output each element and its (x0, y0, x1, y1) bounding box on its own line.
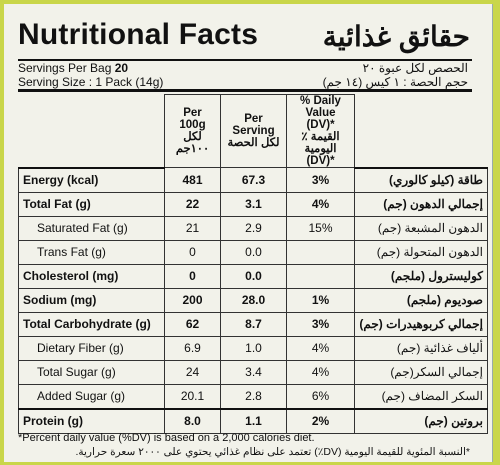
per-100g-value: 6.9 (164, 335, 221, 361)
per-serving-value: 1.0 (220, 335, 287, 361)
table-row: Protein (g) 8.0 1.1 2% بروتين (جم) (18, 408, 488, 434)
header-blank-left (18, 94, 165, 169)
per-serving-value: 2.9 (220, 215, 287, 241)
per-serving-value: 3.1 (220, 191, 287, 217)
per-serving-value: 3.4 (220, 359, 287, 385)
table-row: Dietary Fiber (g) 6.9 1.0 4% ألياف غذائية (ج… (18, 335, 488, 361)
nutrient-name-arabic: إجمالي الدهون (جم) (354, 191, 488, 217)
nutrient-name-arabic: الدهون المتحولة (جم) (354, 239, 488, 265)
nutrient-name-arabic: طاقة (كيلو كالوري) (354, 167, 488, 193)
table-row: Trans Fat (g) 0 0.0 الدهون المتحولة (جم) (18, 239, 488, 265)
table-row: Total Fat (g) 22 3.1 4% إجمالي الدهون (جم) (18, 191, 488, 217)
title-english: Nutritional Facts (18, 18, 259, 51)
divider (18, 59, 472, 61)
nutrition-table: Per 100g لكل ١٠٠جم Per Serving لكل الحصة… (18, 94, 488, 434)
column-header-per-serving: Per Serving لكل الحصة (220, 94, 287, 168)
table-row: Sodium (mg) 200 28.0 1% صوديوم (ملجم) (18, 287, 488, 313)
footnote-english: *Percent daily value (%DV) is based on a… (18, 432, 315, 444)
nutrient-name: Energy (kcal) (18, 167, 165, 193)
table-row: Saturated Fat (g) 21 2.9 15% الدهون المشبعة … (18, 215, 488, 241)
daily-value-percent: 4% (286, 191, 355, 217)
per-100g-value: 62 (164, 311, 221, 337)
per-100g-value: 481 (164, 167, 221, 193)
nutrient-name: Total Carbohydrate (g) (18, 311, 165, 337)
servings-per-bag: Servings Per Bag 20 (18, 61, 128, 75)
nutrient-name: Added Sugar (g) (18, 383, 165, 410)
per-100g-value: 0 (164, 263, 221, 289)
nutrient-name: Cholesterol (mg) (18, 263, 165, 289)
nutrient-name-arabic: كوليسترول (ملجم) (354, 263, 488, 289)
per-100g-value: 21 (164, 215, 221, 241)
per-100g-value: 24 (164, 359, 221, 385)
servings-label: Servings Per Bag (18, 61, 112, 75)
daily-value-percent: 4% (286, 335, 355, 361)
nutrient-name: Total Sugar (g) (18, 359, 165, 385)
daily-value-percent: 3% (286, 167, 355, 193)
table-row: Added Sugar (g) 20.1 2.8 6% السكر المضاف (جم… (18, 383, 488, 410)
per-serving-value: 67.3 (220, 167, 287, 193)
table-row: Cholesterol (mg) 0 0.0 كوليسترول (ملجم) (18, 263, 488, 289)
table-row: Total Carbohydrate (g) 62 8.7 3% إجمالي كربو… (18, 311, 488, 337)
column-header-per-100g: Per 100g لكل ١٠٠جم (164, 94, 221, 168)
nutrient-name: Dietary Fiber (g) (18, 335, 165, 361)
serving-size-arabic: حجم الحصة : ١ كيس (١٤ جم) (322, 75, 468, 89)
column-label-arabic: لكل الحصة (227, 137, 280, 149)
column-label-arabic: لكل ١٠٠جم (175, 131, 210, 155)
column-label: Per 100g (179, 107, 206, 131)
column-header-daily-value: % Daily Value (DV)* ٪ القيمة اليومية (DV… (286, 94, 355, 168)
per-100g-value: 200 (164, 287, 221, 313)
column-label: Per Serving (232, 113, 275, 137)
daily-value-percent: 3% (286, 311, 355, 337)
nutrient-name-arabic: إجمالي كربوهيدرات (جم) (354, 311, 488, 337)
column-label: % Daily Value (DV)* (300, 95, 341, 131)
per-serving-value: 2.8 (220, 383, 287, 410)
daily-value-percent: 2% (286, 408, 355, 434)
per-100g-value: 8.0 (164, 408, 221, 434)
nutrient-name-arabic: بروتين (جم) (354, 408, 488, 434)
daily-value-percent: 15% (286, 215, 355, 241)
header-blank-right (354, 94, 488, 169)
per-serving-value: 0.0 (220, 263, 287, 289)
nutrient-name-arabic: ألياف غذائية (جم) (354, 335, 488, 361)
per-serving-value: 8.7 (220, 311, 287, 337)
per-serving-value: 1.1 (220, 408, 287, 434)
nutrition-label: Nutritional Facts حقائق غذائية Servings … (4, 4, 493, 462)
nutrient-name: Trans Fat (g) (18, 239, 165, 265)
nutrient-name: Sodium (mg) (18, 287, 165, 313)
daily-value-percent (286, 263, 355, 289)
divider-thick (18, 89, 472, 92)
nutrient-name-arabic: الدهون المشبعة (جم) (354, 215, 488, 241)
nutrient-name-arabic: إجمالي السكر(جم) (354, 359, 488, 385)
per-serving-value: 28.0 (220, 287, 287, 313)
daily-value-percent: 4% (286, 359, 355, 385)
nutrient-name: Protein (g) (18, 408, 165, 434)
daily-value-percent (286, 239, 355, 265)
nutrient-name: Total Fat (g) (18, 191, 165, 217)
per-100g-value: 20.1 (164, 383, 221, 410)
footnote-arabic: *النسبة المئوية للقيمة اليومية (DV٪) تعت… (75, 446, 470, 458)
daily-value-percent: 1% (286, 287, 355, 313)
title-arabic: حقائق غذائية (322, 21, 470, 52)
nutrient-name-arabic: صوديوم (ملجم) (354, 287, 488, 313)
nutrient-name: Saturated Fat (g) (18, 215, 165, 241)
servings-arabic: الحصص لكل عبوة ٢٠ (362, 61, 468, 75)
column-label-arabic: ٪ القيمة اليومية (DV)* (301, 131, 340, 167)
per-100g-value: 22 (164, 191, 221, 217)
table-row: Energy (kcal) 481 67.3 3% طاقة (كيلو كالوري) (18, 167, 488, 193)
serving-size: Serving Size : 1 Pack (14g) (18, 75, 164, 89)
daily-value-percent: 6% (286, 383, 355, 410)
nutrient-name-arabic: السكر المضاف (جم) (354, 383, 488, 410)
servings-value: 20 (114, 61, 129, 75)
per-serving-value: 0.0 (220, 239, 287, 265)
per-100g-value: 0 (164, 239, 221, 265)
table-row: Total Sugar (g) 24 3.4 4% إجمالي السكر(جم) (18, 359, 488, 385)
